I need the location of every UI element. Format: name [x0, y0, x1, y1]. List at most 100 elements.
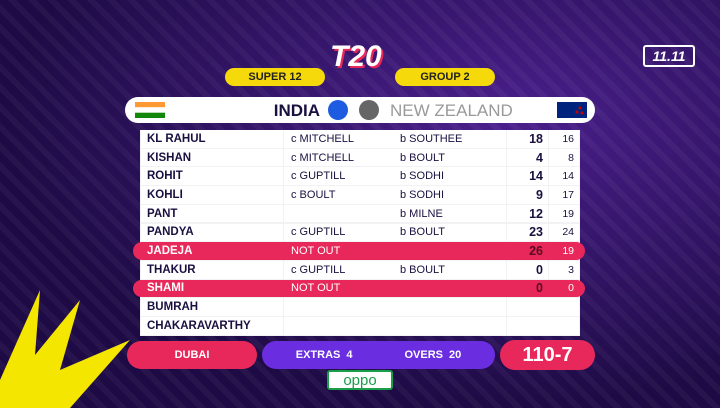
balls-bg — [549, 148, 579, 167]
extras: 4 — [346, 349, 353, 361]
batter-name: THAKUR — [147, 263, 196, 276]
batter-name: PANT — [147, 207, 178, 220]
dismissal-bg — [284, 186, 506, 204]
bowler: b MILNE — [400, 207, 443, 220]
dismissal-bg — [284, 317, 506, 335]
balls: 24 — [562, 226, 574, 239]
bowler: b SODHI — [400, 170, 445, 183]
extras-overs: EXTRAS 4 OVERS 20 — [262, 341, 495, 369]
balls-bg — [549, 260, 579, 279]
name-bg — [141, 223, 283, 242]
name-bg — [141, 260, 283, 279]
dismissal: c GUPTILL — [291, 263, 346, 276]
balls-bg — [549, 167, 579, 186]
runs-bg — [507, 223, 548, 242]
balls: 19 — [562, 207, 574, 220]
dismissal-bg — [284, 260, 506, 279]
runs-bg — [507, 260, 548, 279]
runs: 26 — [529, 244, 543, 259]
dismissal-bg — [284, 130, 506, 148]
dismissal-bg — [284, 298, 506, 316]
batter-name: JADEJA — [147, 245, 193, 258]
stage-tag: SUPER 12 — [225, 68, 325, 86]
batter-name: BUMRAH — [147, 301, 199, 314]
highlight-row — [133, 279, 585, 298]
india-flag — [135, 102, 165, 118]
runs: 4 — [536, 150, 543, 165]
dismissal: c BOULT — [291, 188, 336, 201]
runs-bg — [507, 167, 548, 186]
dismissal-bg — [284, 223, 506, 242]
runs: 18 — [529, 131, 543, 146]
bowler: b BOULT — [400, 151, 446, 164]
dismissal: c GUPTILL — [291, 226, 346, 239]
batter-name: KISHAN — [147, 151, 192, 164]
runs-bg — [507, 130, 548, 148]
name-bg — [141, 186, 283, 204]
team-bar: INDIA NEW ZEALAND — [125, 97, 595, 123]
venue: DUBAI — [127, 341, 257, 369]
runs-bg — [507, 317, 579, 335]
group-tag: GROUP 2 — [395, 68, 495, 86]
dismissal: c MITCHELL — [291, 151, 354, 164]
name-bg — [141, 317, 283, 335]
dismissal: NOT OUT — [291, 245, 341, 258]
batter-name: ROHIT — [147, 170, 183, 183]
balls: 8 — [568, 151, 574, 164]
overs: 20 — [449, 349, 462, 361]
bowler: b BOULT — [400, 263, 446, 276]
name-bg — [141, 148, 283, 167]
runs: 0 — [536, 281, 543, 296]
name-bg — [141, 167, 283, 186]
balls-bg — [549, 186, 579, 204]
balls-bg — [549, 130, 579, 148]
runs-bg — [507, 298, 579, 316]
dismissal: NOT OUT — [291, 282, 341, 295]
dismissal-bg — [284, 204, 506, 223]
dismissal: c MITCHELL — [291, 132, 354, 145]
name-bg — [141, 204, 283, 223]
balls-bg — [549, 204, 579, 223]
extras-label: EXTRAS — [295, 349, 341, 361]
batter-name: KL RAHUL — [147, 132, 206, 145]
balls: 0 — [568, 282, 574, 295]
team1: INDIA — [273, 101, 320, 120]
runs: 23 — [529, 225, 543, 240]
highlight-row — [133, 242, 585, 260]
team-icons — [328, 100, 379, 120]
balls-bg — [549, 223, 579, 242]
batter-name: KOHLI — [147, 188, 183, 201]
runs: 9 — [536, 187, 543, 202]
runs-bg — [507, 186, 548, 204]
balls: 14 — [562, 170, 574, 183]
balls: 3 — [568, 263, 574, 276]
team2: NEW ZEALAND — [390, 101, 513, 120]
runs: 0 — [536, 262, 543, 277]
batter-name: PANDYA — [147, 226, 194, 239]
decoration — [0, 290, 130, 408]
dismissal-bg — [284, 167, 506, 186]
balls: 19 — [562, 245, 574, 258]
channel-badge: 11.11 — [643, 45, 695, 67]
batter-name: SHAMI — [147, 282, 185, 295]
runs: 12 — [529, 206, 543, 221]
balls: 17 — [562, 188, 574, 201]
overs-label: OVERS — [404, 349, 443, 361]
name-bg — [141, 298, 283, 316]
nz-flag — [557, 102, 587, 118]
batter-name: CHAKARAVARTHY — [147, 319, 251, 332]
logo: T20 — [330, 40, 382, 73]
name-bg — [141, 130, 283, 148]
sponsor: oppo — [327, 370, 393, 390]
runs-bg — [507, 204, 548, 223]
bowler: b SOUTHEE — [400, 132, 463, 145]
runs: 14 — [529, 169, 543, 184]
bowler: b BOULT — [400, 226, 446, 239]
bowler: b SODHI — [400, 188, 445, 201]
dismissal: c GUPTILL — [291, 170, 346, 183]
dismissal-bg — [284, 148, 506, 167]
score: 110-7 — [500, 340, 595, 370]
runs-bg — [507, 148, 548, 167]
balls: 16 — [562, 132, 574, 145]
